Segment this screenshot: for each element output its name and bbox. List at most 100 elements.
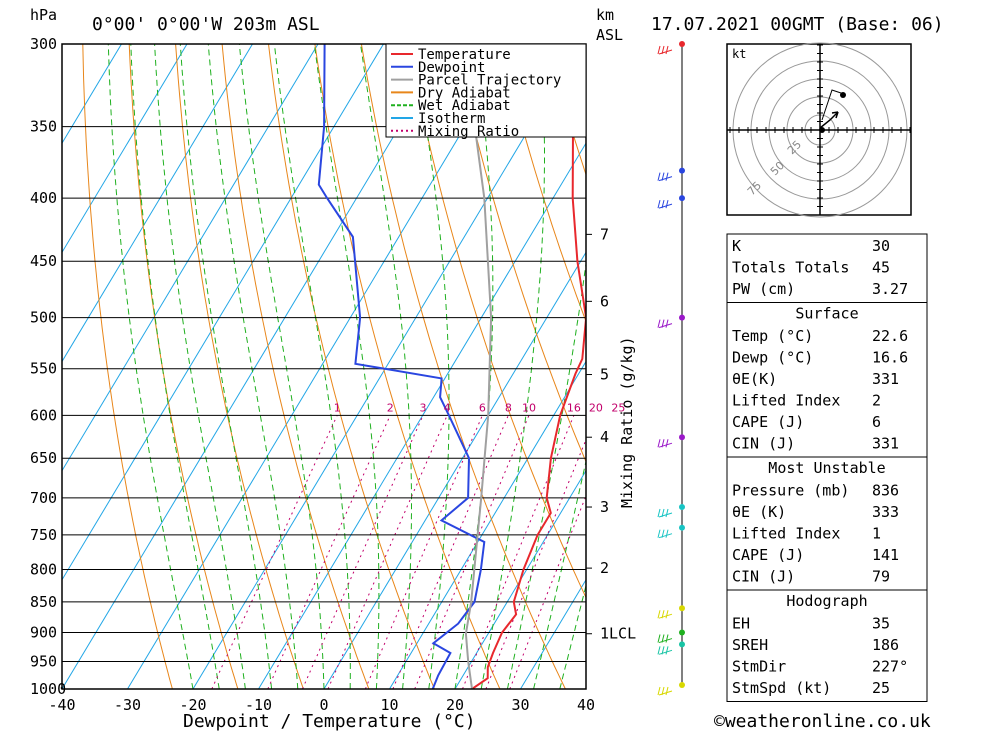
wind-barb bbox=[657, 686, 673, 696]
pressure-tick-label: 500 bbox=[30, 309, 57, 327]
most-unstable-index-value: 141 bbox=[872, 546, 899, 564]
wind-level-dot bbox=[679, 524, 685, 531]
surface-index-label: CIN (J) bbox=[732, 435, 795, 453]
most-unstable-index-value: 79 bbox=[872, 568, 890, 586]
km-tick-label: 1LCL bbox=[600, 625, 636, 643]
pressure-axis-labels: 300 350 400 450 500 550 600 650 700 750 800 850 900 9… bbox=[30, 35, 66, 698]
wind-barb bbox=[657, 319, 673, 329]
km-tick-label: 2 bbox=[600, 559, 609, 577]
wind-barb bbox=[657, 439, 673, 448]
wind-barb bbox=[657, 529, 673, 539]
asl-label: ASL bbox=[596, 26, 623, 44]
sounding-series bbox=[317, 44, 586, 689]
hodograph-index-label: StmDir bbox=[732, 658, 786, 676]
hodograph-index-label: EH bbox=[732, 615, 750, 633]
storm-motion-dot bbox=[840, 92, 846, 98]
hodograph-index-label: SREH bbox=[732, 636, 768, 654]
legend-label: Parcel Trajectory bbox=[418, 73, 561, 89]
temperature-tick-label: 10 bbox=[380, 696, 398, 714]
temperature-tick-label: 30 bbox=[511, 696, 529, 714]
plot-frame bbox=[61, 43, 587, 690]
mixing-ratio-label: 3 bbox=[420, 401, 427, 414]
general-index-value: 30 bbox=[872, 237, 890, 255]
hodograph-index-title: Hodograph bbox=[786, 592, 867, 610]
wind-barb bbox=[657, 646, 673, 655]
wind-barb bbox=[657, 172, 673, 182]
legend-label: Wet Adiabat bbox=[418, 98, 511, 114]
legend-label: Isotherm bbox=[418, 111, 485, 127]
temperature-tick-label: 40 bbox=[577, 696, 595, 714]
mixing-ratio-label: 20 bbox=[589, 401, 603, 414]
dry-adiabat-line bbox=[965, 44, 1000, 689]
wind-level-dot bbox=[679, 641, 685, 648]
wind-level-dot bbox=[679, 434, 685, 441]
pressure-tick-label: 350 bbox=[30, 118, 57, 136]
wind-level-dot bbox=[679, 41, 685, 47]
isotherm-line bbox=[258, 142, 586, 689]
dry-adiabat-line bbox=[500, 44, 586, 323]
wind-level-dot bbox=[679, 314, 685, 321]
isotherm-line bbox=[127, 44, 515, 689]
mixing-ratio-line bbox=[485, 438, 586, 689]
hodograph-index-value: 35 bbox=[872, 615, 890, 633]
temperature-tick-label: -20 bbox=[179, 696, 206, 714]
mixing-ratio-line bbox=[414, 415, 530, 689]
pressure-tick-label: 700 bbox=[30, 489, 57, 507]
isotherm-lines bbox=[62, 44, 586, 689]
pressure-tick-label: 600 bbox=[30, 406, 57, 424]
surface-index-label: CAPE (J) bbox=[732, 413, 804, 431]
mixing-ratio-label: 25 bbox=[611, 401, 625, 414]
location-label: 0°00' 0°00'W 203m ASL bbox=[92, 14, 320, 35]
legend-label: Dry Adiabat bbox=[418, 85, 511, 101]
legend-label: Dewpoint bbox=[418, 60, 485, 76]
hodograph-index-label: StmSpd (kt) bbox=[732, 679, 831, 697]
surface-index-value: 331 bbox=[872, 435, 899, 453]
height-km-axis: 7 6 5 4 3 2 1LCL bbox=[586, 225, 636, 643]
km-tick-label: 6 bbox=[600, 292, 609, 310]
hodograph-trace bbox=[819, 111, 839, 129]
isotherm-line bbox=[389, 360, 586, 689]
most-unstable-index-label: CIN (J) bbox=[732, 568, 795, 586]
temperature-tick-label: 20 bbox=[446, 696, 464, 714]
wind-barb bbox=[657, 45, 673, 55]
wind-barb bbox=[657, 610, 673, 619]
mixing-ratio-axis-title: Mixing Ratio (g/kg) bbox=[618, 336, 636, 508]
pressure-tick-label: 950 bbox=[30, 653, 57, 671]
wind-level-dot bbox=[679, 504, 685, 511]
legend-label: Mixing Ratio bbox=[418, 124, 519, 140]
isotherm-line bbox=[62, 44, 384, 581]
hodograph-arrow bbox=[831, 111, 839, 119]
surface-index-value: 2 bbox=[872, 392, 881, 410]
mixing-ratio-label: 16 bbox=[567, 401, 581, 414]
temperature-tick-label: -10 bbox=[245, 696, 272, 714]
pressure-tick-label: 550 bbox=[30, 360, 57, 378]
pressure-tick-label: 450 bbox=[30, 252, 57, 270]
surface-index-value: 331 bbox=[872, 370, 899, 388]
pressure-tick-label: 300 bbox=[30, 35, 57, 53]
mixing-ratio-label: 1 bbox=[334, 401, 341, 414]
temperature-axis-labels: -40 -30 -20 -10 0 10 20 30 40 bbox=[48, 696, 595, 714]
pressure-tick-label: 1000 bbox=[30, 680, 66, 698]
general-index-value: 3.27 bbox=[872, 280, 908, 298]
most-unstable-index-label: Lifted Index bbox=[732, 525, 840, 543]
pressure-tick-label: 750 bbox=[30, 526, 57, 544]
surface-index-title: Surface bbox=[795, 305, 858, 323]
copyright-label: ©weatheronline.co.uk bbox=[714, 711, 931, 732]
mixing-ratio-line bbox=[462, 415, 575, 689]
surface-index-label: Temp (°C) bbox=[732, 327, 813, 345]
wind-level-dot bbox=[679, 605, 685, 612]
datetime-label: 17.07.2021 00GMT (Base: 06) bbox=[651, 14, 944, 35]
surface-index-label: θE(K) bbox=[732, 370, 777, 388]
temperature-tick-label: 0 bbox=[319, 696, 328, 714]
general-index-value: 45 bbox=[872, 259, 890, 277]
wind-level-dot bbox=[679, 629, 685, 636]
hodograph-index-value: 227° bbox=[872, 658, 908, 676]
general-index-label: K bbox=[732, 237, 741, 255]
most-unstable-index-label: CAPE (J) bbox=[732, 546, 804, 564]
pressure-tick-label: 650 bbox=[30, 449, 57, 467]
hodograph-index-value: 186 bbox=[872, 636, 899, 654]
x-axis-title: Dewpoint / Temperature (°C) bbox=[183, 711, 476, 732]
legend-label: Temperature bbox=[418, 47, 511, 63]
